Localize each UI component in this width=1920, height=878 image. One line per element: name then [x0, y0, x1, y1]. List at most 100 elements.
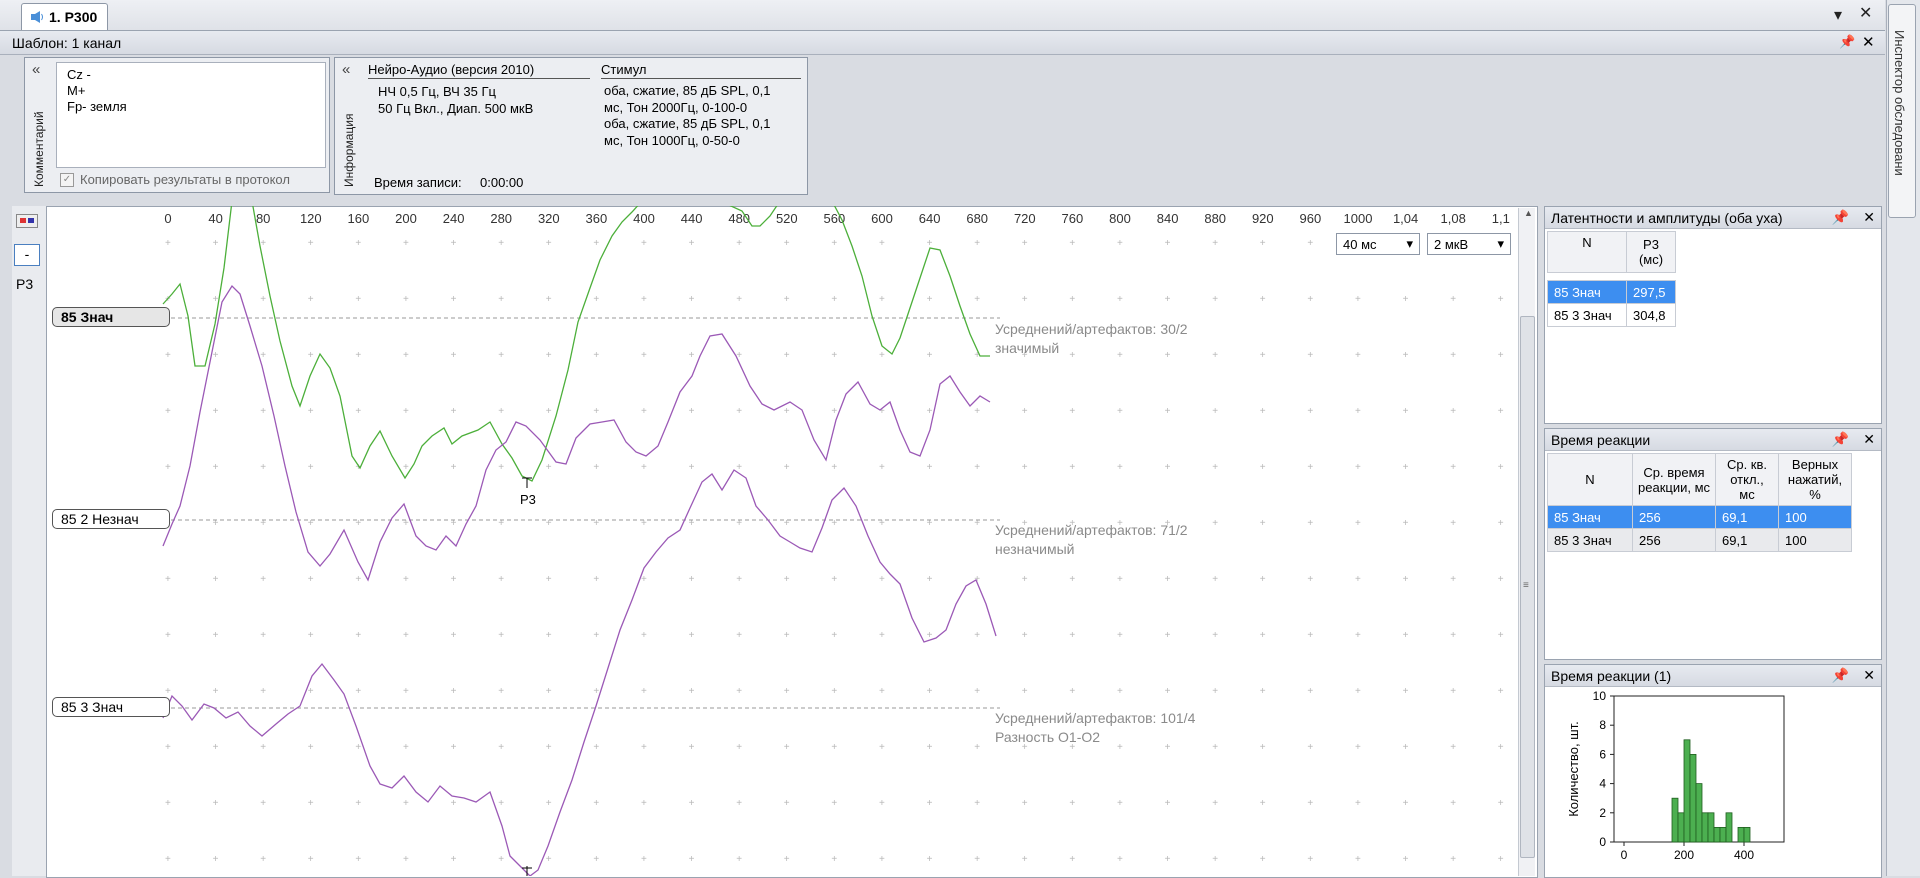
grid-dot: + — [1022, 238, 1028, 249]
x-tick-label: 400 — [1734, 848, 1754, 862]
grid-dot: + — [498, 518, 504, 529]
cell: 69,1 — [1715, 505, 1779, 529]
table-row[interactable]: 85 Знач 297,5 — [1547, 280, 1676, 304]
grid-dot: + — [831, 462, 837, 473]
grid-dot: + — [1307, 294, 1313, 305]
copy-results-checkbox[interactable]: ✓ Копировать результаты в протокол — [60, 172, 290, 187]
grid-dot: + — [1117, 406, 1123, 417]
grid-dot: + — [1498, 518, 1504, 529]
layout-toggle-icon[interactable] — [16, 214, 38, 228]
grid-dot: + — [1355, 574, 1361, 585]
grid-dot: + — [260, 518, 266, 529]
grid-dot: + — [1260, 574, 1266, 585]
pin-icon[interactable]: 📌 — [1831, 209, 1850, 225]
trace-label-2[interactable]: 85 2 Незнач — [52, 509, 170, 529]
grid-dot: + — [689, 574, 695, 585]
close-icon[interactable]: ✕ — [1863, 431, 1875, 447]
grid-dot: + — [784, 742, 790, 753]
grid-dot: + — [403, 294, 409, 305]
collapse-info-icon[interactable]: « — [342, 61, 351, 78]
waveform-plot[interactable] — [46, 206, 1538, 878]
cell: 85 Знач — [1547, 505, 1633, 529]
comment-line: M+ — [67, 83, 86, 98]
grid-dot: + — [784, 350, 790, 361]
dropdown-arrow-icon: ▾ — [1497, 236, 1504, 251]
table-row[interactable]: 85 3 Знач 304,8 — [1547, 303, 1676, 327]
trace-note-1: Усреднений/артефактов: 30/2 значимый — [995, 320, 1188, 358]
trace-note-3-a: Усреднений/артефактов: 101/4 — [995, 710, 1196, 726]
pin-icon[interactable]: 📌 — [1831, 431, 1850, 447]
grid-dot: + — [593, 854, 599, 865]
grid-dot: + — [736, 294, 742, 305]
table-row[interactable]: 85 Знач 256 69,1 100 — [1547, 505, 1852, 529]
collapse-comment-icon[interactable]: « — [32, 61, 41, 78]
close-icon[interactable]: ✕ — [1863, 667, 1875, 683]
grid-dot: + — [1450, 854, 1456, 865]
amp-scale-select[interactable]: 2 мкВ ▾ — [1427, 233, 1511, 255]
trace-label-3[interactable]: 85 3 Знач — [52, 697, 170, 717]
comment-line: Cz - — [67, 67, 91, 82]
axis-tick-label: 320 — [538, 211, 560, 226]
grid-dot: + — [1117, 854, 1123, 865]
grid-dot: + — [403, 854, 409, 865]
axis-tick-label: 800 — [1109, 211, 1131, 226]
pin-icon[interactable]: 📌 — [1831, 667, 1850, 683]
grid-dot: + — [879, 854, 885, 865]
grid-dot: + — [1022, 518, 1028, 529]
grid-dot: + — [1165, 406, 1171, 417]
reaction-time-panel-header: Время реакции 📌 ✕ — [1545, 429, 1881, 451]
stimulus-line: оба, сжатие, 85 дБ SPL, 0,1 — [604, 83, 771, 98]
grid-dot: + — [1069, 854, 1075, 865]
grid-dot: + — [927, 630, 933, 641]
trace-label-2-text: 85 2 Незнач — [61, 511, 139, 527]
grid-dot: + — [974, 686, 980, 697]
template-label: Шаблон: 1 канал — [12, 34, 122, 51]
grid-dot: + — [593, 574, 599, 585]
plot-vertical-scrollbar[interactable]: ▲ ≡ — [1518, 208, 1535, 876]
grid-dot: + — [1450, 686, 1456, 697]
table-row[interactable]: 85 3 Знач 256 69,1 100 — [1547, 528, 1852, 552]
pin-icon[interactable]: 📌 — [1839, 34, 1856, 49]
grid-dot: + — [1403, 462, 1409, 473]
grid-dot: + — [1260, 462, 1266, 473]
grid-dot: + — [165, 294, 171, 305]
histogram-bar — [1719, 826, 1727, 843]
grid-dot: + — [1307, 686, 1313, 697]
axis-tick-label: 840 — [1157, 211, 1179, 226]
grid-dot: + — [974, 350, 980, 361]
grid-dot: + — [308, 462, 314, 473]
grid-dot: + — [784, 294, 790, 305]
grid-dot: + — [736, 742, 742, 753]
trace-label-1[interactable]: 85 Знач — [52, 307, 170, 327]
grid-dot: + — [165, 798, 171, 809]
close-tab-icon[interactable]: ✕ — [1859, 5, 1873, 22]
grid-dot: + — [1212, 686, 1218, 697]
grid-dot: + — [546, 294, 552, 305]
tab-p300[interactable]: 1. P300 — [21, 3, 109, 30]
close-icon[interactable]: ✕ — [1863, 209, 1875, 225]
grid-dot: + — [1450, 350, 1456, 361]
close-icon[interactable]: ✕ — [1862, 34, 1875, 51]
comment-textarea[interactable]: Cz - M+ Fp- земля — [56, 62, 326, 168]
time-scale-select[interactable]: 40 мс ▾ — [1336, 233, 1420, 255]
grid-dot: + — [1260, 630, 1266, 641]
grid-dot: + — [1165, 686, 1171, 697]
template-bar: Шаблон: 1 канал — [0, 31, 1885, 55]
collapse-channel-button[interactable]: - — [14, 244, 40, 266]
grid-dot: + — [355, 854, 361, 865]
grid-dot: + — [974, 462, 980, 473]
axis-tick-label: 360 — [586, 211, 608, 226]
trace-note-2-b: незначимый — [995, 541, 1075, 557]
trace-3-line — [162, 469, 997, 876]
grid-dot: + — [213, 630, 219, 641]
inspector-tab[interactable] — [1888, 4, 1916, 218]
grid-dot: + — [1260, 518, 1266, 529]
tab-list-dropdown-icon[interactable]: ▾ — [1834, 7, 1843, 24]
grid-dot: + — [451, 574, 457, 585]
grid-dot: + — [1307, 518, 1313, 529]
cell: 100 — [1778, 528, 1852, 552]
grid-dot: + — [260, 462, 266, 473]
checkbox-check-icon: ✓ — [60, 172, 74, 187]
grid-dot: + — [308, 574, 314, 585]
trace-label-3-text: 85 3 Знач — [61, 699, 124, 715]
